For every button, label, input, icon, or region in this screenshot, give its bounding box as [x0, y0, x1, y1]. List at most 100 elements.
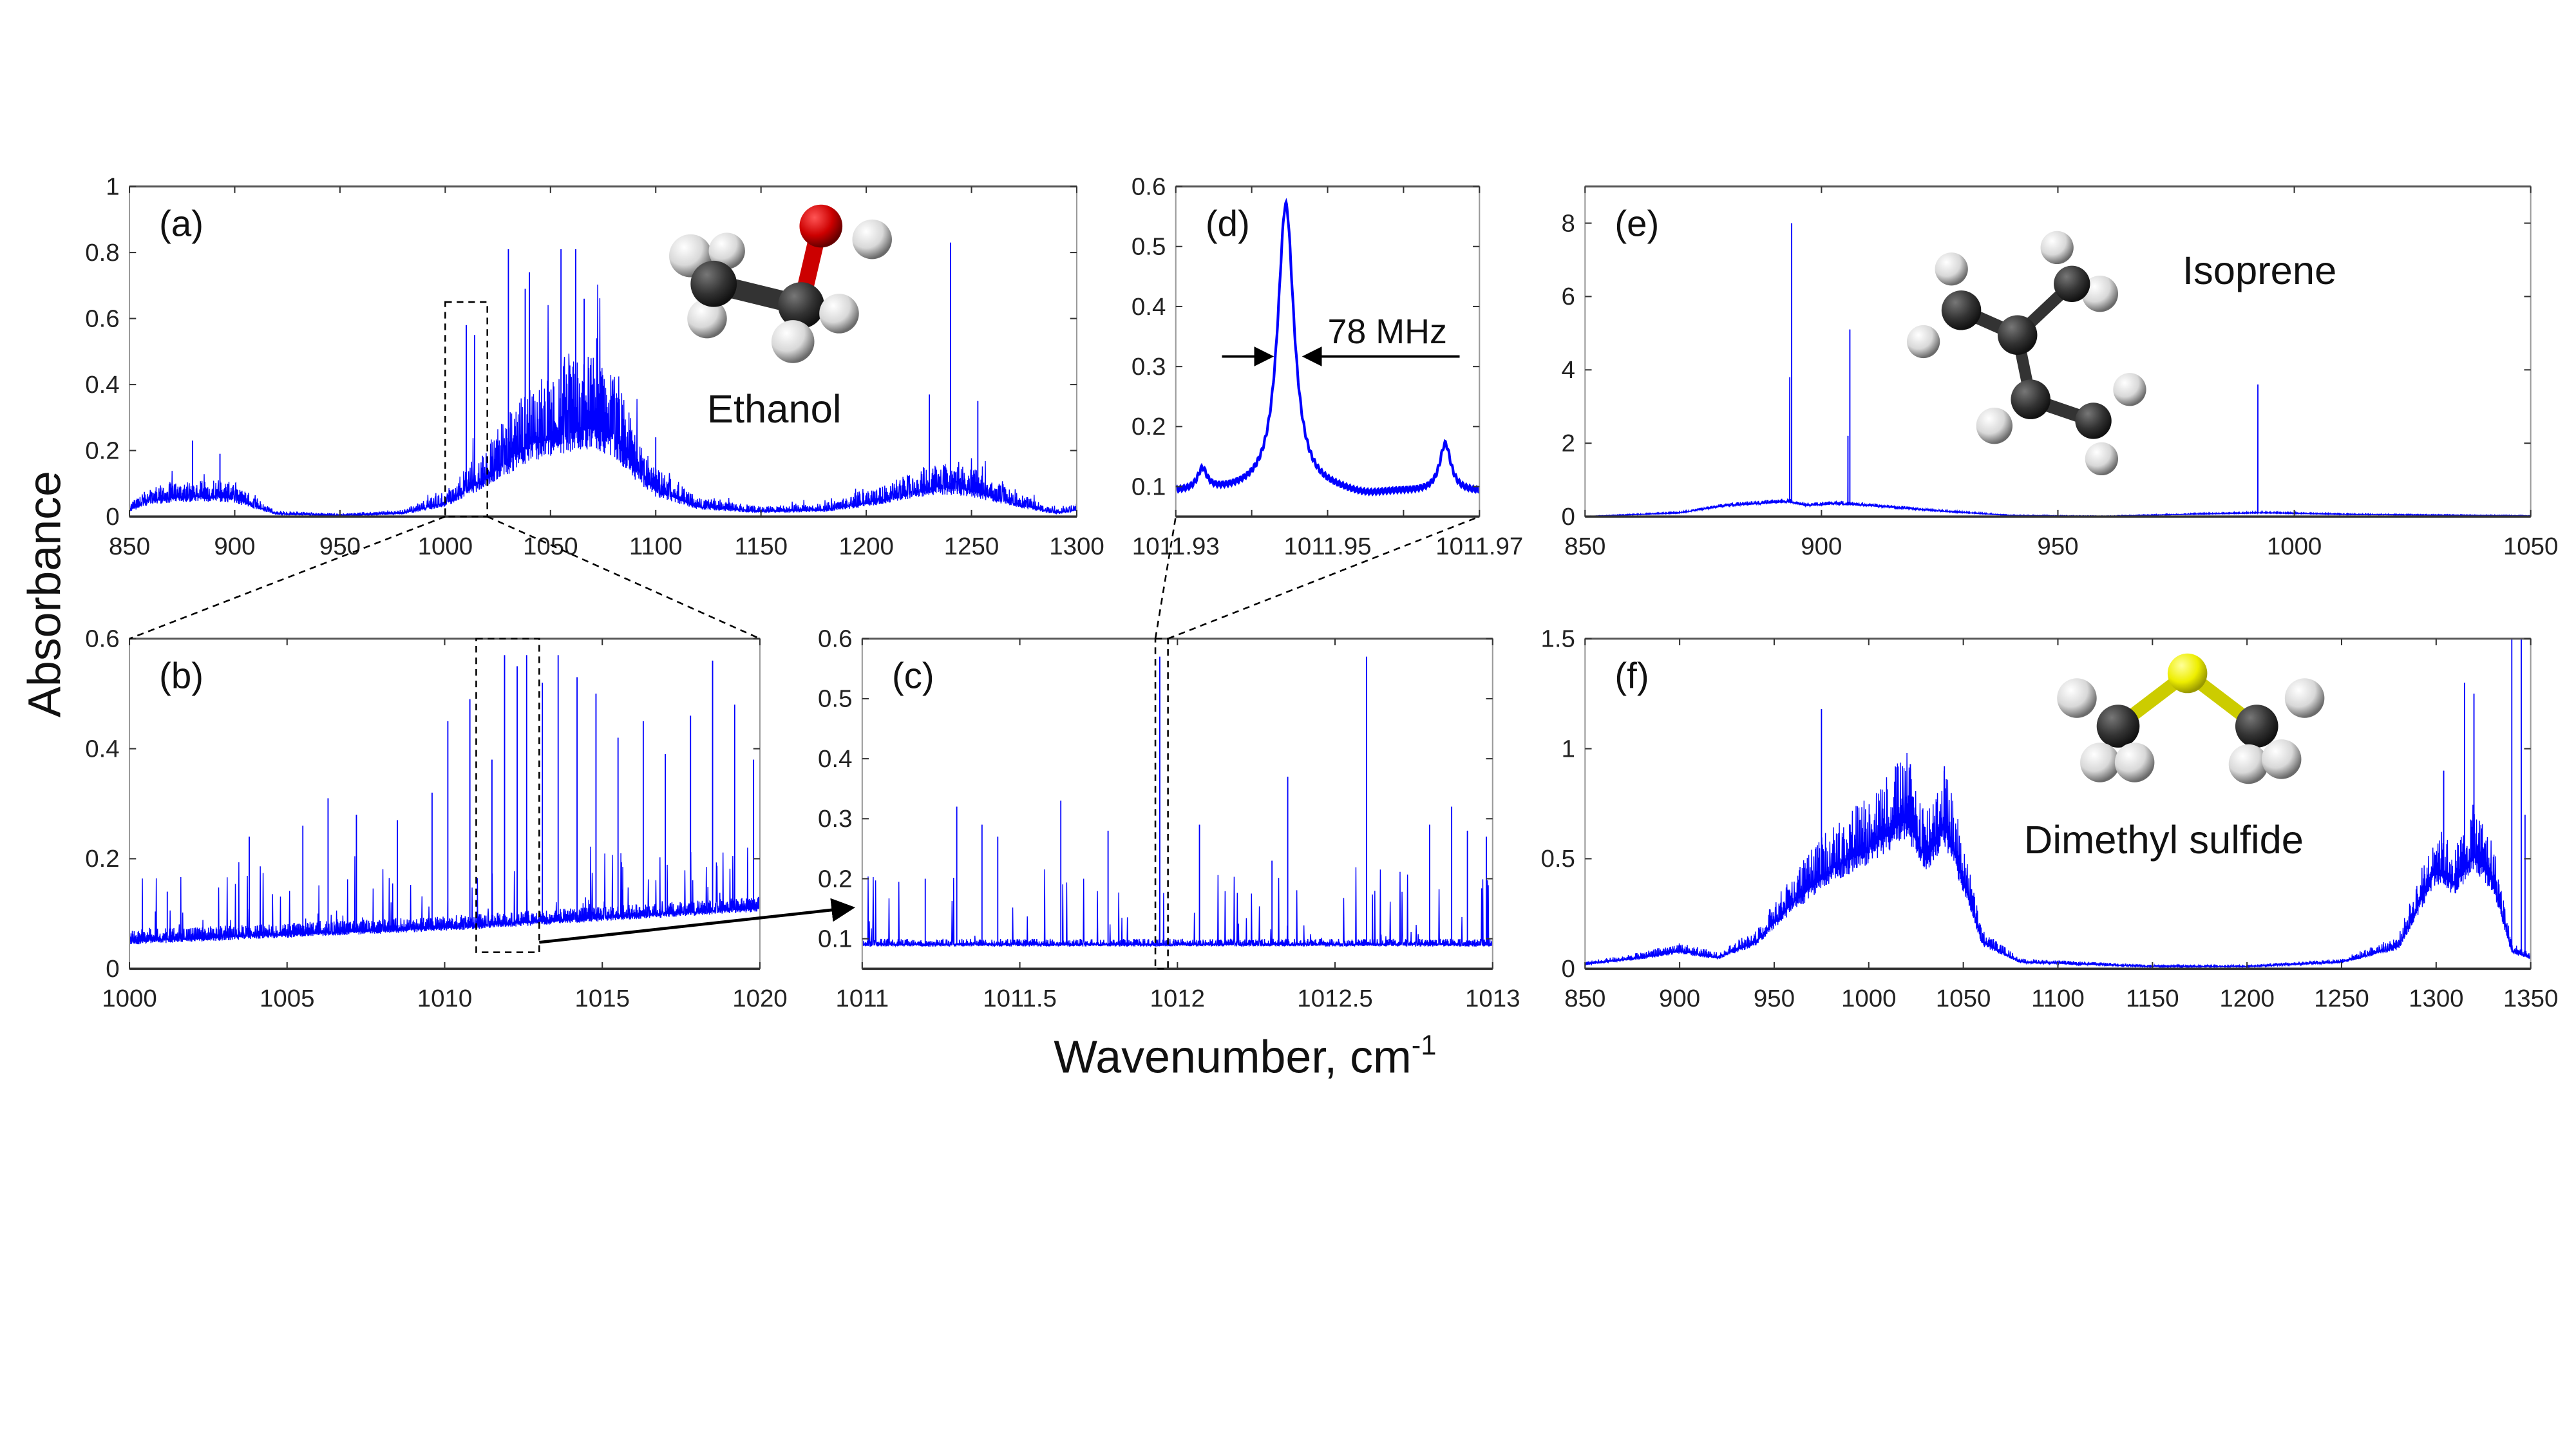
x-tick-label: 1250	[944, 533, 999, 560]
x-tick-label: 1250	[2314, 985, 2369, 1012]
y-tick-label: 0.6	[85, 625, 119, 653]
zoom-box-b	[475, 638, 540, 953]
y-tick-label: 0.3	[1132, 353, 1166, 381]
x-tick-label: 1000	[2267, 533, 2322, 560]
x-tick-label: 1011.95	[1283, 533, 1371, 560]
spectrum-line-a	[129, 242, 1077, 517]
y-tick-label: 0.5	[818, 685, 852, 713]
y-tick-label: 2	[1562, 430, 1575, 457]
panel-label-a: (a)	[159, 203, 204, 243]
y-tick-label: 8	[1562, 209, 1575, 237]
x-tick-label: 1100	[629, 533, 683, 560]
x-tick-label: 1000	[418, 533, 473, 560]
plot-frame-f	[1584, 638, 2532, 970]
isoprene-molecule-image	[1906, 231, 2146, 476]
zoom-connector-line	[487, 515, 761, 639]
zoom-arrow-icon	[539, 898, 856, 944]
y-tick-label: 0.3	[818, 805, 852, 833]
y-tick-label: 0.4	[1132, 293, 1166, 321]
x-tick-label: 850	[1564, 985, 1605, 1012]
x-tick-label: 1200	[2219, 985, 2274, 1012]
x-axis-label: Wavenumber, cm-1	[1054, 1030, 1436, 1083]
y-tick-label: 0.5	[1540, 845, 1575, 873]
x-tick-label: 1011.93	[1132, 533, 1220, 560]
y-tick-label: 0.1	[1132, 473, 1166, 500]
x-tick-label: 850	[1564, 533, 1605, 560]
spectrum-line-e	[1585, 223, 2531, 517]
ethanol-molecule-image	[669, 204, 892, 363]
panel-f: 850 900 950 1000 1050 1100 1150 1200 1250 1300 135…	[1540, 625, 2558, 1013]
x-tick-label: 1000	[102, 985, 156, 1012]
x-tick-label: 1012.5	[1297, 985, 1373, 1012]
x-tick-label: 900	[1801, 533, 1842, 560]
x-tick-label: 1100	[2031, 985, 2085, 1012]
panel-label-d: (d)	[1206, 203, 1250, 243]
molecule-name-dimethyl-sulfide: Dimethyl sulfide	[2024, 818, 2304, 862]
y-tick-label: 6	[1562, 283, 1575, 310]
zoom-connector-line	[1168, 515, 1480, 639]
x-tick-label: 900	[1659, 985, 1700, 1012]
y-tick-label: 0	[106, 503, 119, 531]
x-tick-label: 1011.5	[983, 985, 1057, 1012]
y-tick-label: 0.2	[818, 865, 852, 893]
x-axis-label-superscript: -1	[1412, 1030, 1437, 1061]
y-tick-label: 0.2	[1132, 413, 1166, 440]
zoom-connectors	[129, 301, 1480, 970]
y-tick-label: 0	[106, 955, 119, 983]
x-tick-label: 1012	[1150, 985, 1205, 1012]
x-tick-label: 950	[2037, 533, 2078, 560]
x-tick-label: 1015	[574, 985, 629, 1012]
panel-label-f: (f)	[1615, 656, 1649, 696]
x-tick-label: 1013	[1465, 985, 1520, 1012]
y-tick-label: 0.8	[85, 239, 119, 267]
x-tick-label: 950	[1754, 985, 1795, 1012]
x-tick-label: 1000	[1841, 985, 1896, 1012]
y-tick-label: 0.4	[818, 745, 852, 773]
spectrum-line-c	[862, 656, 1493, 948]
x-tick-label: 1010	[417, 985, 472, 1012]
zoom-connector-line	[1154, 516, 1177, 639]
zoom-connector-line	[129, 515, 446, 639]
panel-d: 1011.93 1011.95 1011.97 0.1 0.2 0.3 0.4 0.5 0.6 (…	[1132, 173, 1523, 560]
x-tick-label: 1050	[2503, 533, 2558, 560]
y-tick-label: 0.2	[85, 437, 119, 464]
y-tick-label: 0.6	[818, 625, 852, 653]
y-tick-label: 0.4	[85, 371, 119, 399]
panel-a: 850 900 950 1000 1050 1100 1150 1200 1250 130000.…	[85, 173, 1104, 560]
x-tick-label: 850	[109, 533, 150, 560]
y-tick-label: 0.1	[818, 925, 852, 952]
y-tick-label: 0.6	[85, 305, 119, 332]
linewidth-annotation: 78 MHz	[1222, 312, 1460, 366]
molecule-name-isoprene: Isoprene	[2183, 249, 2336, 293]
spectrum-line-f	[1585, 638, 2531, 969]
y-tick-label: 1	[106, 173, 119, 200]
y-tick-label: 0	[1562, 955, 1575, 983]
x-tick-label: 1150	[734, 533, 788, 560]
x-tick-label: 1020	[732, 985, 787, 1012]
x-tick-label: 1150	[2126, 985, 2179, 1012]
x-axis-label-text: Wavenumber, cm	[1054, 1032, 1412, 1083]
x-tick-label: 1050	[1936, 985, 1991, 1012]
dimethyl-sulfide-molecule-image	[2057, 653, 2325, 784]
zoom-box-a	[444, 301, 489, 518]
panel-label-c: (c)	[892, 656, 934, 696]
y-tick-label: 0.5	[1132, 233, 1166, 261]
x-tick-label: 1005	[260, 985, 314, 1012]
x-tick-label: 950	[319, 533, 361, 560]
x-tick-label: 1011	[836, 985, 889, 1012]
y-tick-label: 4	[1562, 356, 1575, 384]
panel-label-e: (e)	[1615, 203, 1659, 243]
panel-b: 1000 1005 1010 1015 1020 0 0.2 0.4 0.6 (b)	[85, 625, 787, 1013]
y-tick-label: 0.2	[85, 845, 119, 873]
panel-label-b: (b)	[159, 656, 204, 696]
y-tick-label: 0	[1562, 503, 1575, 531]
y-tick-label: 1.5	[1540, 625, 1575, 653]
x-tick-label: 1300	[2409, 985, 2463, 1012]
linewidth-label: 78 MHz	[1328, 312, 1447, 351]
y-tick-label: 1	[1562, 735, 1575, 762]
panel-e: 850 900 950 1000 1050 0 2 4 6 8 (e)	[1562, 185, 2558, 560]
y-axis-label: Absorbance	[19, 471, 70, 717]
spectrum-line-d	[1175, 198, 1480, 497]
x-tick-label: 1011.97	[1435, 533, 1523, 560]
